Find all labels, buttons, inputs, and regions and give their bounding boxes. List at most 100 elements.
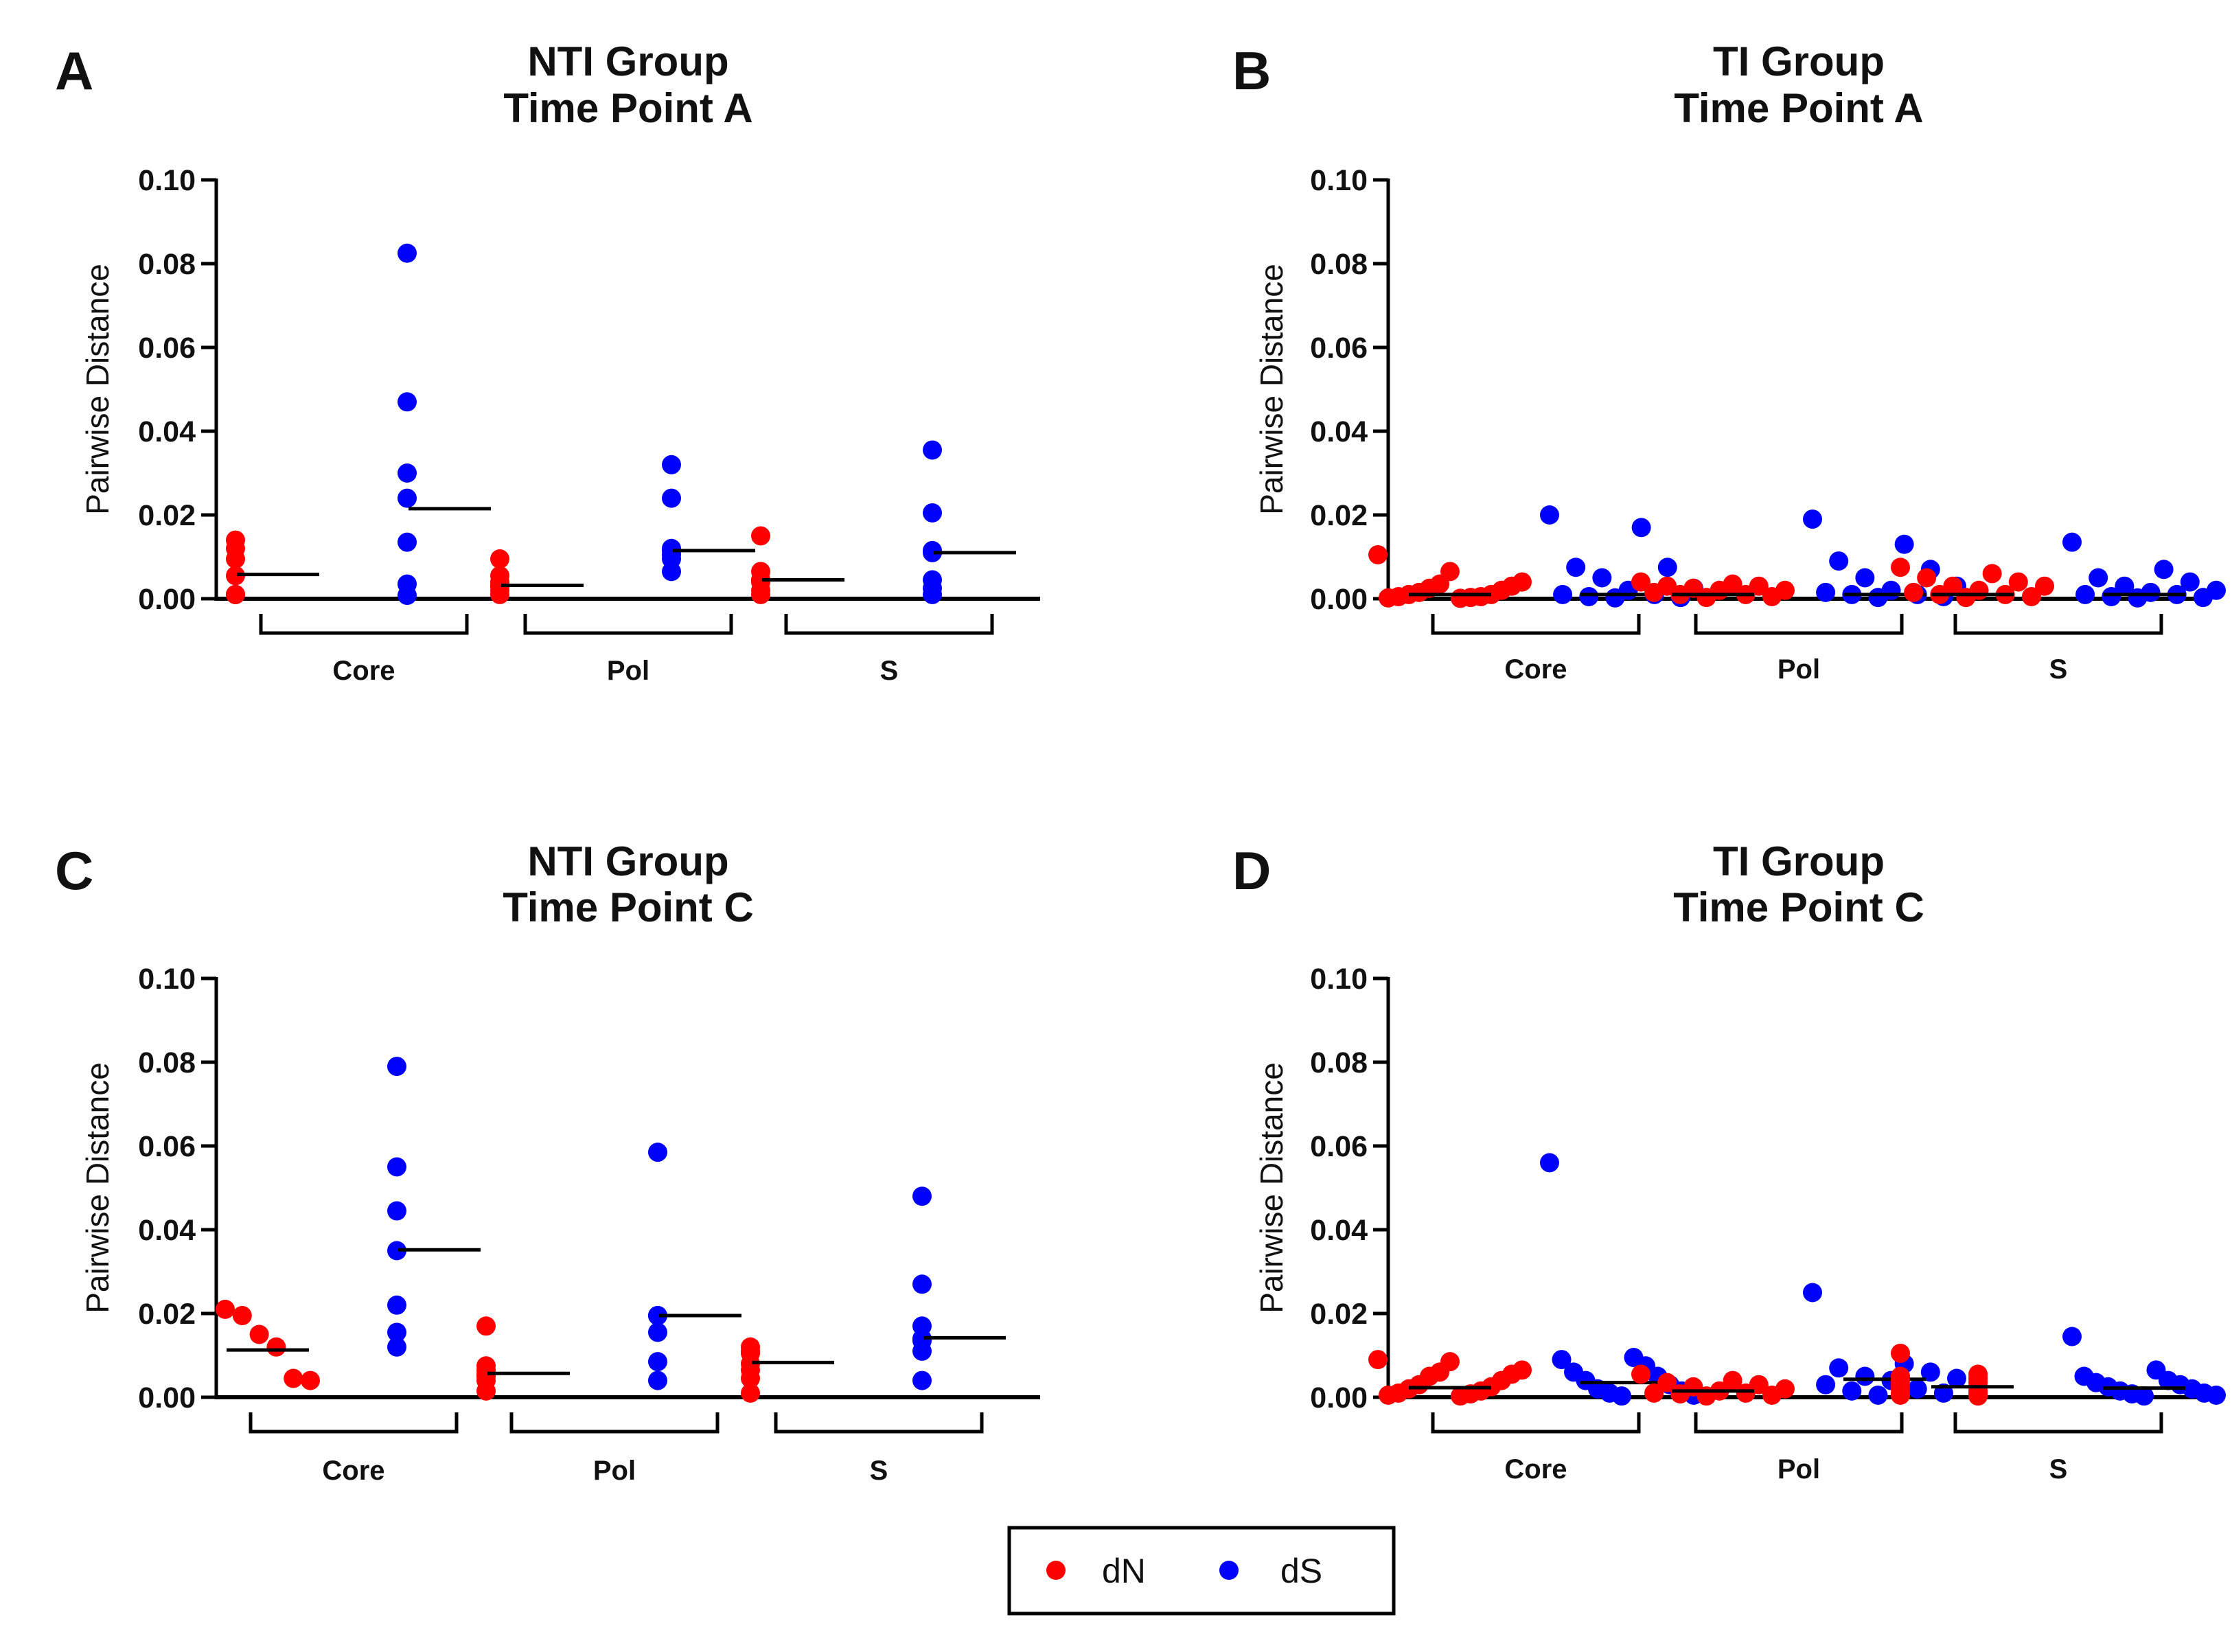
- point-dn-pol: [476, 1316, 496, 1336]
- group-bracket: [1694, 614, 1904, 635]
- point-dn-pol: [1696, 588, 1716, 608]
- y-tick-label: 0.00: [1310, 1381, 1368, 1414]
- point-dn-pol: [490, 549, 509, 569]
- y-tick-label: 0.04: [138, 1214, 196, 1247]
- point-dn-pol: [1762, 1385, 1782, 1405]
- group-bracket: [509, 1412, 720, 1434]
- legend-label-ds: dS: [1280, 1552, 1322, 1590]
- point-ds-core: [1540, 505, 1559, 525]
- point-dn-core: [301, 1370, 320, 1390]
- point-dn-pol: [1657, 1373, 1677, 1392]
- point-dn-core: [249, 1324, 269, 1344]
- y-tick-label: 0.02: [138, 499, 196, 532]
- group-bracket: [1953, 614, 2163, 635]
- group-label-s: S: [2049, 654, 2068, 685]
- point-dn-core: [226, 584, 245, 604]
- panel-letter: B: [1232, 41, 1271, 101]
- point-ds-core: [1579, 586, 1599, 606]
- point-ds-core: [398, 586, 417, 606]
- point-ds-s: [2193, 588, 2213, 608]
- point-ds-pol: [1868, 588, 1888, 608]
- y-tick-label: 0.04: [1310, 415, 1368, 448]
- point-ds-s: [912, 1274, 932, 1294]
- group-label-s: S: [880, 656, 899, 686]
- point-dn-s: [741, 1368, 760, 1388]
- point-dn-pol: [1736, 1383, 1756, 1403]
- group-bracket: [1431, 614, 1641, 635]
- point-ds-s: [2102, 586, 2121, 606]
- point-dn-s: [1968, 1386, 1988, 1406]
- y-tick-label: 0.06: [138, 332, 196, 365]
- y-axis-label: Pairwise Distance: [1254, 1062, 1289, 1313]
- point-ds-core: [398, 392, 417, 412]
- group-bracket: [249, 1412, 459, 1434]
- point-ds-pol: [1855, 1366, 1875, 1386]
- point-dn-pol: [1670, 1384, 1690, 1404]
- y-tick-label: 0.04: [1310, 1214, 1368, 1247]
- point-ds-s: [2135, 1386, 2154, 1406]
- group-label-core: Core: [332, 656, 395, 686]
- y-tick-label: 0.00: [138, 1381, 196, 1414]
- point-ds-core: [387, 1295, 406, 1315]
- point-dn-core: [284, 1368, 303, 1388]
- point-dn-core: [1368, 544, 1388, 564]
- y-tick-label: 0.02: [138, 1298, 196, 1331]
- point-ds-pol: [648, 1370, 667, 1390]
- point-ds-pol: [1803, 1283, 1822, 1303]
- point-ds-core: [1612, 1386, 1631, 1406]
- point-ds-pol: [648, 1306, 667, 1326]
- point-dn-core: [216, 1299, 235, 1319]
- point-ds-core: [398, 243, 417, 263]
- panel-title-line1: TI Group: [1713, 838, 1885, 884]
- y-tick-label: 0.10: [138, 963, 196, 996]
- point-ds-s: [923, 503, 942, 523]
- point-dn-s: [751, 526, 770, 546]
- panel-title-line1: TI Group: [1713, 38, 1885, 84]
- point-dn-s: [1982, 564, 2002, 584]
- point-ds-core: [387, 1157, 406, 1177]
- point-ds-core: [1657, 558, 1677, 577]
- panel-title-line2: Time Point A: [1674, 85, 1923, 131]
- group-label-core: Core: [1504, 1454, 1567, 1484]
- group-label-core: Core: [1504, 654, 1567, 685]
- point-ds-pol: [1842, 1381, 1862, 1401]
- point-ds-core: [398, 463, 417, 483]
- point-ds-core: [398, 488, 417, 508]
- y-tick-label: 0.06: [1310, 1130, 1368, 1163]
- point-dn-s: [1956, 588, 1976, 608]
- group-label-pol: Pol: [1777, 654, 1820, 685]
- point-ds-s: [2180, 572, 2200, 592]
- group-bracket: [784, 614, 994, 635]
- point-ds-core: [387, 1322, 406, 1342]
- point-ds-s: [2128, 588, 2148, 608]
- point-ds-s: [912, 1341, 932, 1361]
- point-dn-core: [232, 1306, 252, 1326]
- point-ds-s: [2075, 584, 2095, 604]
- point-ds-s: [2154, 560, 2174, 580]
- point-ds-pol: [1855, 568, 1875, 588]
- point-dn-s: [1917, 568, 1937, 588]
- y-tick-label: 0.02: [1310, 499, 1368, 532]
- group-label-s: S: [2049, 1454, 2068, 1484]
- point-dn-core: [1368, 1350, 1388, 1370]
- point-ds-core: [387, 1337, 406, 1357]
- point-ds-pol: [648, 1352, 667, 1372]
- point-dn-core: [1451, 588, 1470, 608]
- point-ds-pol: [662, 455, 681, 474]
- point-ds-s: [2207, 1385, 2226, 1405]
- y-tick-label: 0.02: [1310, 1298, 1368, 1331]
- legend-marker-ds: [1219, 1561, 1239, 1580]
- point-ds-core: [1552, 1350, 1572, 1370]
- y-tick-label: 0.06: [138, 1130, 196, 1163]
- point-ds-core: [1631, 518, 1651, 538]
- point-dn-pol: [1631, 1364, 1650, 1384]
- point-ds-core: [387, 1057, 406, 1077]
- y-axis-label: Pairwise Distance: [80, 1062, 115, 1313]
- point-dn-s: [1891, 558, 1910, 577]
- legend-box: [1007, 1526, 1396, 1616]
- point-ds-core: [1605, 588, 1625, 608]
